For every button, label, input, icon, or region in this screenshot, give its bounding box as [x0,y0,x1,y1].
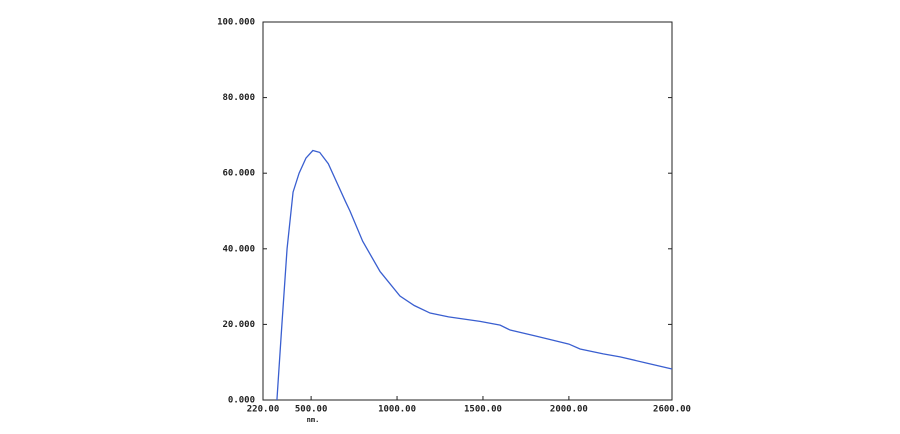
x-tick-label: 2000.00 [550,405,588,415]
y-tick-label: 60.000 [222,169,255,179]
x-tick-label: 2600.00 [653,405,691,415]
x-tick-label: 1000.00 [378,405,416,415]
x-tick-label: 220.00 [247,405,280,415]
y-tick-label: 100.000 [217,18,255,28]
y-tick-label: 0.000 [228,396,255,406]
y-tick-label: 80.000 [222,93,255,103]
x-tick-label: 500.00 [295,405,328,415]
x-tick-label: 1500.00 [464,405,502,415]
plot-frame [262,21,673,401]
y-tick-label: 20.000 [222,320,255,330]
x-axis-label: nm. [307,416,320,424]
y-tick-label: 40.000 [222,244,255,254]
data-line [276,149,673,401]
